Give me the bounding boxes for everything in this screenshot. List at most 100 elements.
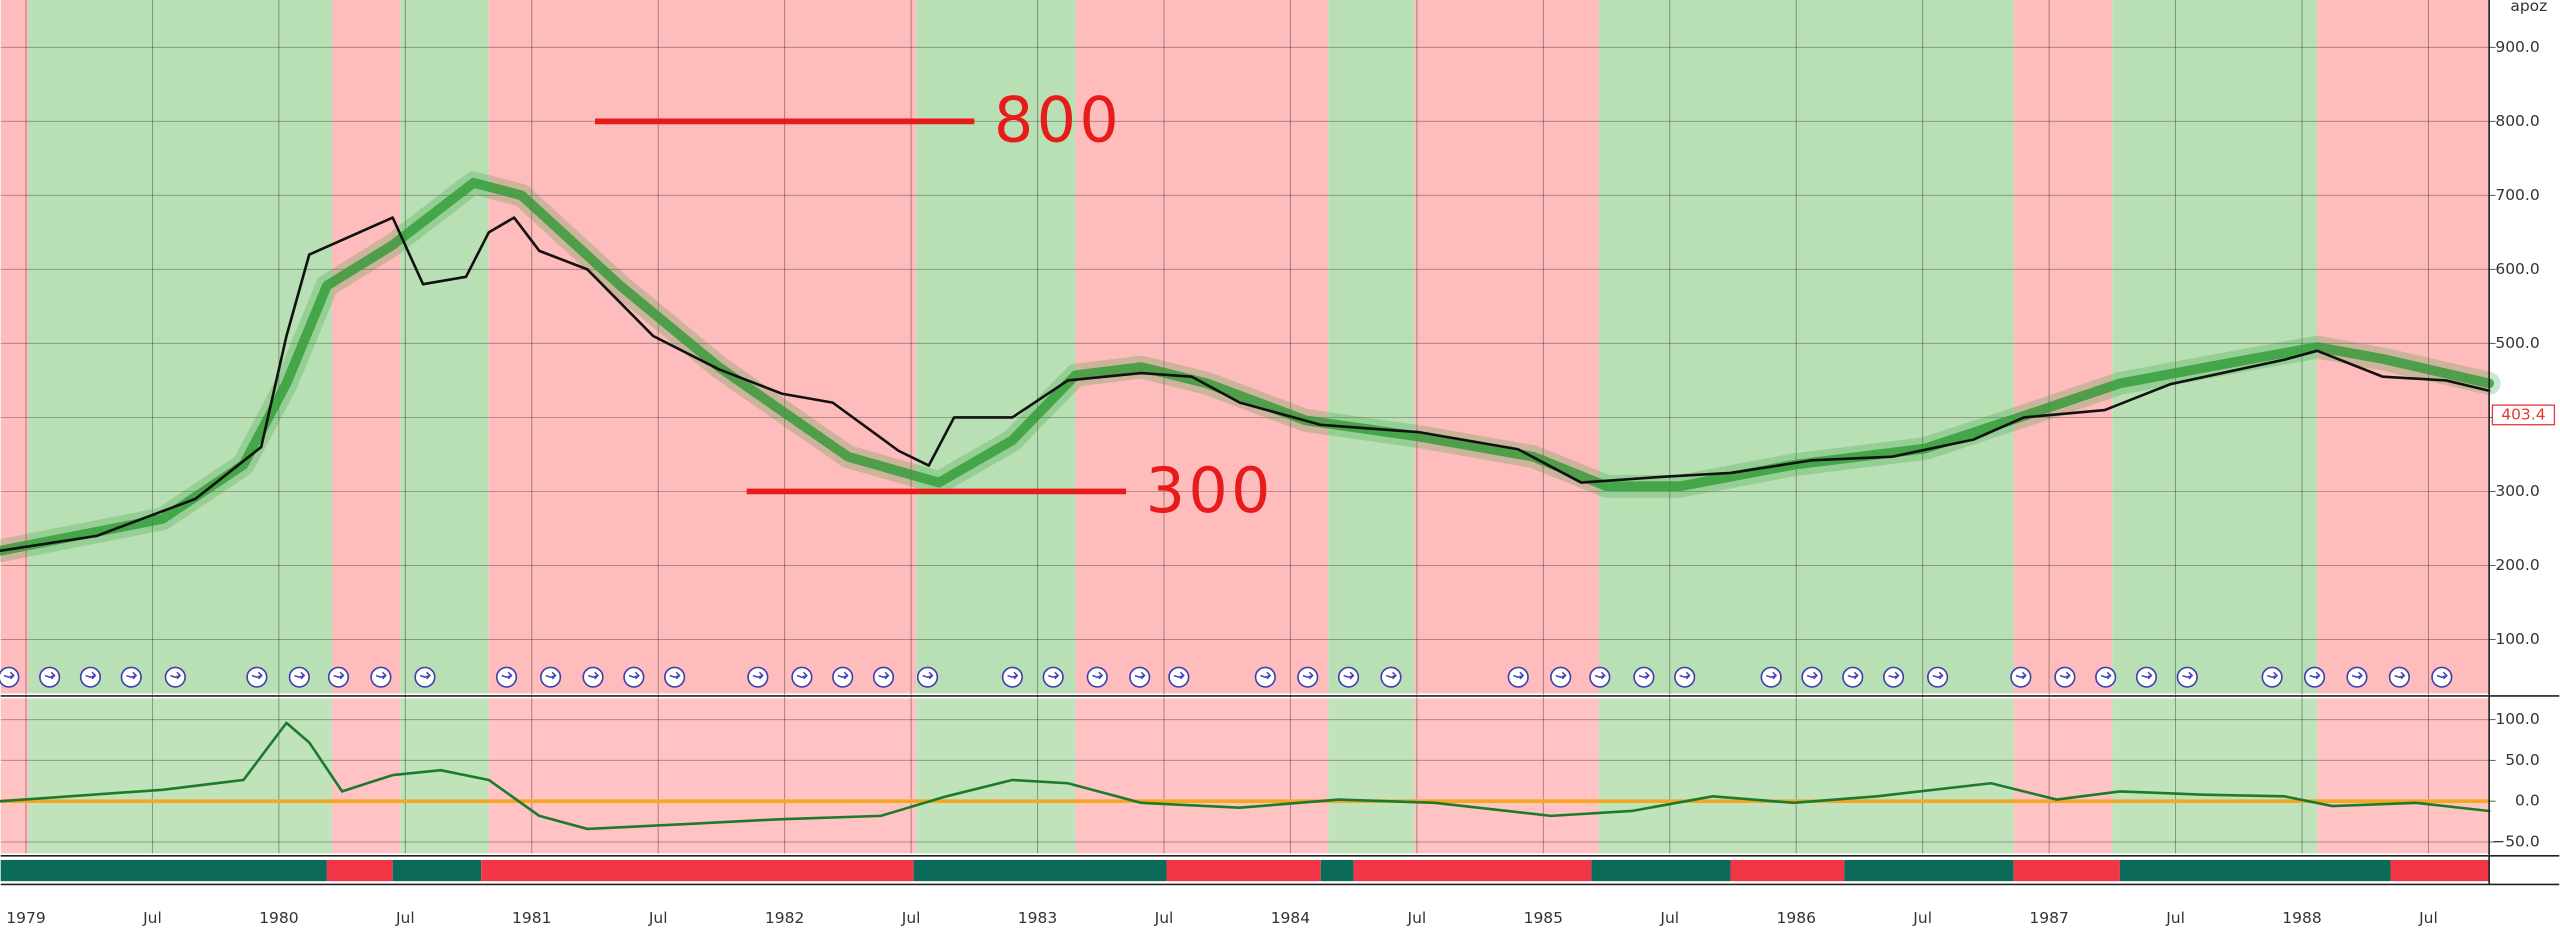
y-tick-label: 800.0 <box>2495 112 2539 130</box>
signal-strip <box>913 859 1167 882</box>
signal-arrow <box>501 671 513 680</box>
y-tick-label: 600.0 <box>2495 260 2539 278</box>
signal-arrow <box>1260 671 1272 680</box>
signal-arrow <box>1048 671 1060 680</box>
x-tick-label: 1984 <box>1271 909 1310 927</box>
trend-region <box>28 698 332 854</box>
y-tick-label: 100.0 <box>2495 630 2539 648</box>
x-tick-label: Jul <box>2418 909 2438 927</box>
trend-region <box>1414 0 1599 694</box>
trend-region <box>0 0 29 694</box>
series-line <box>0 177 2495 556</box>
x-tick-label: Jul <box>142 909 162 927</box>
signal-strip <box>481 859 914 882</box>
signal-arrow <box>1173 671 1185 680</box>
x-tick-label: 1982 <box>765 909 804 927</box>
signal-arrow <box>2182 671 2194 680</box>
trend-region <box>1328 0 1415 694</box>
signal-arrow <box>294 671 306 680</box>
signal-arrow <box>545 671 557 680</box>
x-tick-label: 1987 <box>2029 909 2068 927</box>
signal-strip <box>1353 859 1592 882</box>
trend-region <box>1075 0 1329 694</box>
trend-region <box>2013 0 2113 694</box>
trend-region <box>28 0 332 694</box>
trend-region <box>1598 0 2014 694</box>
signal-arrow <box>922 671 934 680</box>
signal-arrow <box>85 671 97 680</box>
signal-arrow <box>2266 671 2279 680</box>
signal-arrow <box>44 671 56 680</box>
signal-arrow <box>837 671 849 680</box>
trend-region <box>1414 698 1599 854</box>
x-tick-label: Jul <box>1154 909 1174 927</box>
signal-arrow <box>251 671 263 680</box>
trend-region <box>2317 0 2490 694</box>
signal-arrow <box>587 671 599 680</box>
signal-arrow <box>1555 671 1567 680</box>
x-tick-label: Jul <box>901 909 921 927</box>
signal-arrow <box>1302 671 1314 680</box>
y-tick-label: 500.0 <box>2495 334 2539 352</box>
signal-strip <box>2013 859 2120 882</box>
x-tick-label: Jul <box>1659 909 1679 927</box>
y-tick-label: 300.0 <box>2495 482 2539 500</box>
signal-arrow <box>1594 671 1606 680</box>
signal-arrow <box>333 671 345 680</box>
signal-arrow <box>375 671 387 680</box>
signal-arrow <box>2100 671 2112 680</box>
trend-region <box>400 0 489 694</box>
trend-region <box>400 698 489 854</box>
annotation-text: 300 <box>1146 454 1274 527</box>
signal-strip <box>2390 859 2490 882</box>
x-tick-label: 1985 <box>1524 909 1563 927</box>
signal-strip <box>0 859 327 882</box>
trend-region <box>488 0 917 694</box>
y-tick-label: 700.0 <box>2495 186 2539 204</box>
y-tick-label: 200.0 <box>2495 556 2539 574</box>
signal-arrow <box>2141 671 2153 680</box>
y-tick-label: −50.0 <box>2492 832 2540 850</box>
signal-strip <box>1320 859 1354 882</box>
signal-arrow <box>1343 671 1355 680</box>
signal-arrow <box>2436 671 2448 680</box>
signal-arrow <box>2059 671 2071 680</box>
trend-region <box>2317 698 2490 854</box>
signal-arrow <box>1638 671 1650 680</box>
signal-strip <box>392 859 482 882</box>
trend-region <box>916 0 1076 694</box>
signal-arrow <box>1932 671 1944 680</box>
signal-arrow <box>2394 671 2406 680</box>
signal-strip <box>1730 859 1845 882</box>
signal-arrow <box>419 671 431 680</box>
series-line <box>0 721 2491 831</box>
trend-region <box>488 698 917 854</box>
x-tick-label: Jul <box>648 909 668 927</box>
y-tick-label: 0.0 <box>2515 792 2540 810</box>
signal-arrow <box>1679 671 1691 680</box>
signal-arrow <box>1513 671 1525 680</box>
x-tick-label: Jul <box>1912 909 1932 927</box>
signal-arrow <box>1092 671 1104 680</box>
y-tick-label: 50.0 <box>2505 751 2540 769</box>
signal-arrow <box>2309 671 2321 680</box>
signal-strip <box>1166 859 1321 882</box>
signal-arrow <box>1847 671 1859 680</box>
signal-arrow <box>752 671 764 680</box>
x-tick-label: 1988 <box>2282 909 2321 927</box>
signal-strip <box>2119 859 2391 882</box>
trend-region <box>1075 698 1329 854</box>
y-tick-label: 900.0 <box>2495 38 2539 56</box>
last-value-label: 403.4 <box>2501 405 2545 423</box>
x-tick-label: 1986 <box>1776 909 1815 927</box>
x-tick-label: 1980 <box>259 909 298 927</box>
signal-arrow <box>878 671 890 680</box>
x-tick-label: 1983 <box>1018 909 1057 927</box>
annotation-text: 800 <box>994 84 1122 157</box>
trend-region <box>2112 698 2318 854</box>
trend-region <box>2112 0 2318 694</box>
y-tick-label: 100.0 <box>2495 710 2539 728</box>
signal-arrow <box>628 671 640 680</box>
x-tick-label: Jul <box>1407 909 1427 927</box>
series-line <box>0 216 2491 552</box>
